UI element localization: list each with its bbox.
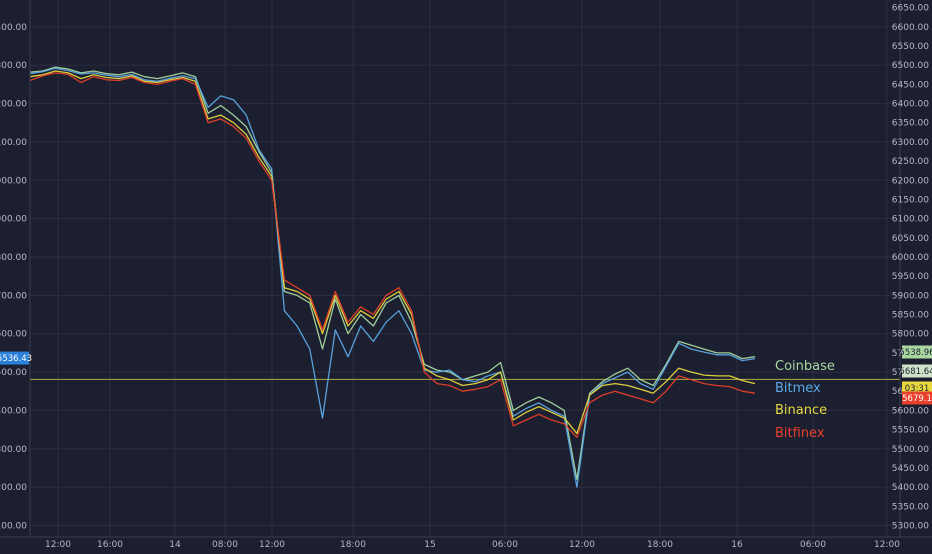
right-tick-label: 6300.00 [892,138,929,148]
left-tick-label: 6400.00 [0,23,27,33]
right-price-badge [902,381,932,395]
left-tick-label: 6200.00 [0,100,27,110]
x-tick-label: 12:00 [259,540,285,550]
right-price-badge [902,391,932,405]
right-price-badge-text: 5681.64 [899,367,932,377]
right-tick-label: 6100.00 [892,215,929,225]
right-tick-label: 5900.00 [892,291,929,301]
right-tick-label: 6050.00 [892,234,929,244]
legend-label-binance: Binance [775,403,827,418]
left-price-badge-text: 5536.43 [0,354,32,364]
x-tick-label: 15 [424,540,435,550]
right-tick-label: 6350.00 [892,119,929,129]
right-tick-label: 6150.00 [892,195,929,205]
x-tick-label: 16 [731,540,743,550]
right-tick-label: 5800.00 [892,330,929,340]
right-tick-label: 5550.00 [892,426,929,436]
left-tick-label: 5200.00 [0,483,27,493]
x-tick-label: 16:00 [97,540,123,550]
x-tick-label: 12:00 [874,540,900,550]
right-tick-label: 6400.00 [892,100,929,110]
left-tick-label: 5800.00 [0,253,27,263]
right-tick-label: 5350.00 [892,502,929,512]
right-tick-label: 5450.00 [892,464,929,474]
right-tick-label: 6500.00 [892,61,929,71]
left-tick-label: 5300.00 [0,445,27,455]
series-line-bitfinex [29,72,756,438]
right-tick-label: 5400.00 [892,483,929,493]
legend: Coinbase Bitmex Binance Bitfinex [775,359,835,441]
series-line-coinbase [29,66,756,481]
left-tick-label: 5600.00 [0,330,27,340]
right-tick-label: 6650.00 [892,4,929,14]
legend-label-bitfinex: Bitfinex [775,426,825,441]
left-axis-ticks: 6400.00 6300.00 6200.00 6100.00 6000.00 5900.… [0,23,27,532]
x-tick-label: 06:00 [800,540,826,550]
legend-label-coinbase: Coinbase [775,359,835,374]
x-tick-label: 12:00 [569,540,595,550]
left-tick-label: 6000.00 [0,176,27,186]
right-tick-label: 6250.00 [892,157,929,167]
right-tick-label: 5850.00 [892,311,929,321]
series-line-binance [29,70,756,435]
right-tick-label: 6000.00 [892,253,929,263]
left-tick-label: 5700.00 [0,291,27,301]
right-tick-label: 6200.00 [892,176,929,186]
right-tick-label: 5950.00 [892,272,929,282]
x-axis-ticks: 12:00 16:00 14 08:00 12:00 18:00 15 06:00 12:00 1… [45,540,900,550]
right-tick-label: 6450.00 [892,80,929,90]
right-price-badge [902,345,932,359]
right-price-badge-text: 5538.96 [899,348,932,358]
legend-label-bitmex: Bitmex [775,381,821,396]
right-price-badge [902,364,932,378]
right-tick-label: 5600.00 [892,406,929,416]
left-tick-label: 6100.00 [0,138,27,148]
x-tick-label: 14 [169,540,181,550]
x-tick-label: 08:00 [212,540,238,550]
right-tick-label: 6550.00 [892,42,929,52]
left-tick-label: 5100.00 [0,521,27,531]
right-tick-label: 5500.00 [892,445,929,455]
right-price-badge-text: 5679.1 [902,394,932,404]
series-line-bitmex [29,67,756,488]
x-tick-label: 18:00 [340,540,366,550]
right-tick-label: 6600.00 [892,23,929,33]
x-tick-label: 06:00 [492,540,518,550]
left-tick-label: 5500.00 [0,368,27,378]
right-price-badge-text: 03:31 [905,384,930,394]
right-tick-label: 5300.00 [892,521,929,531]
left-tick-label: 6300.00 [0,61,27,71]
series-layer [29,66,756,488]
left-tick-label: 5900.00 [0,215,27,225]
x-tick-label: 18:00 [647,540,673,550]
x-tick-label: 12:00 [45,540,71,550]
left-price-badge [0,351,29,365]
left-tick-label: 5400.00 [0,406,27,416]
